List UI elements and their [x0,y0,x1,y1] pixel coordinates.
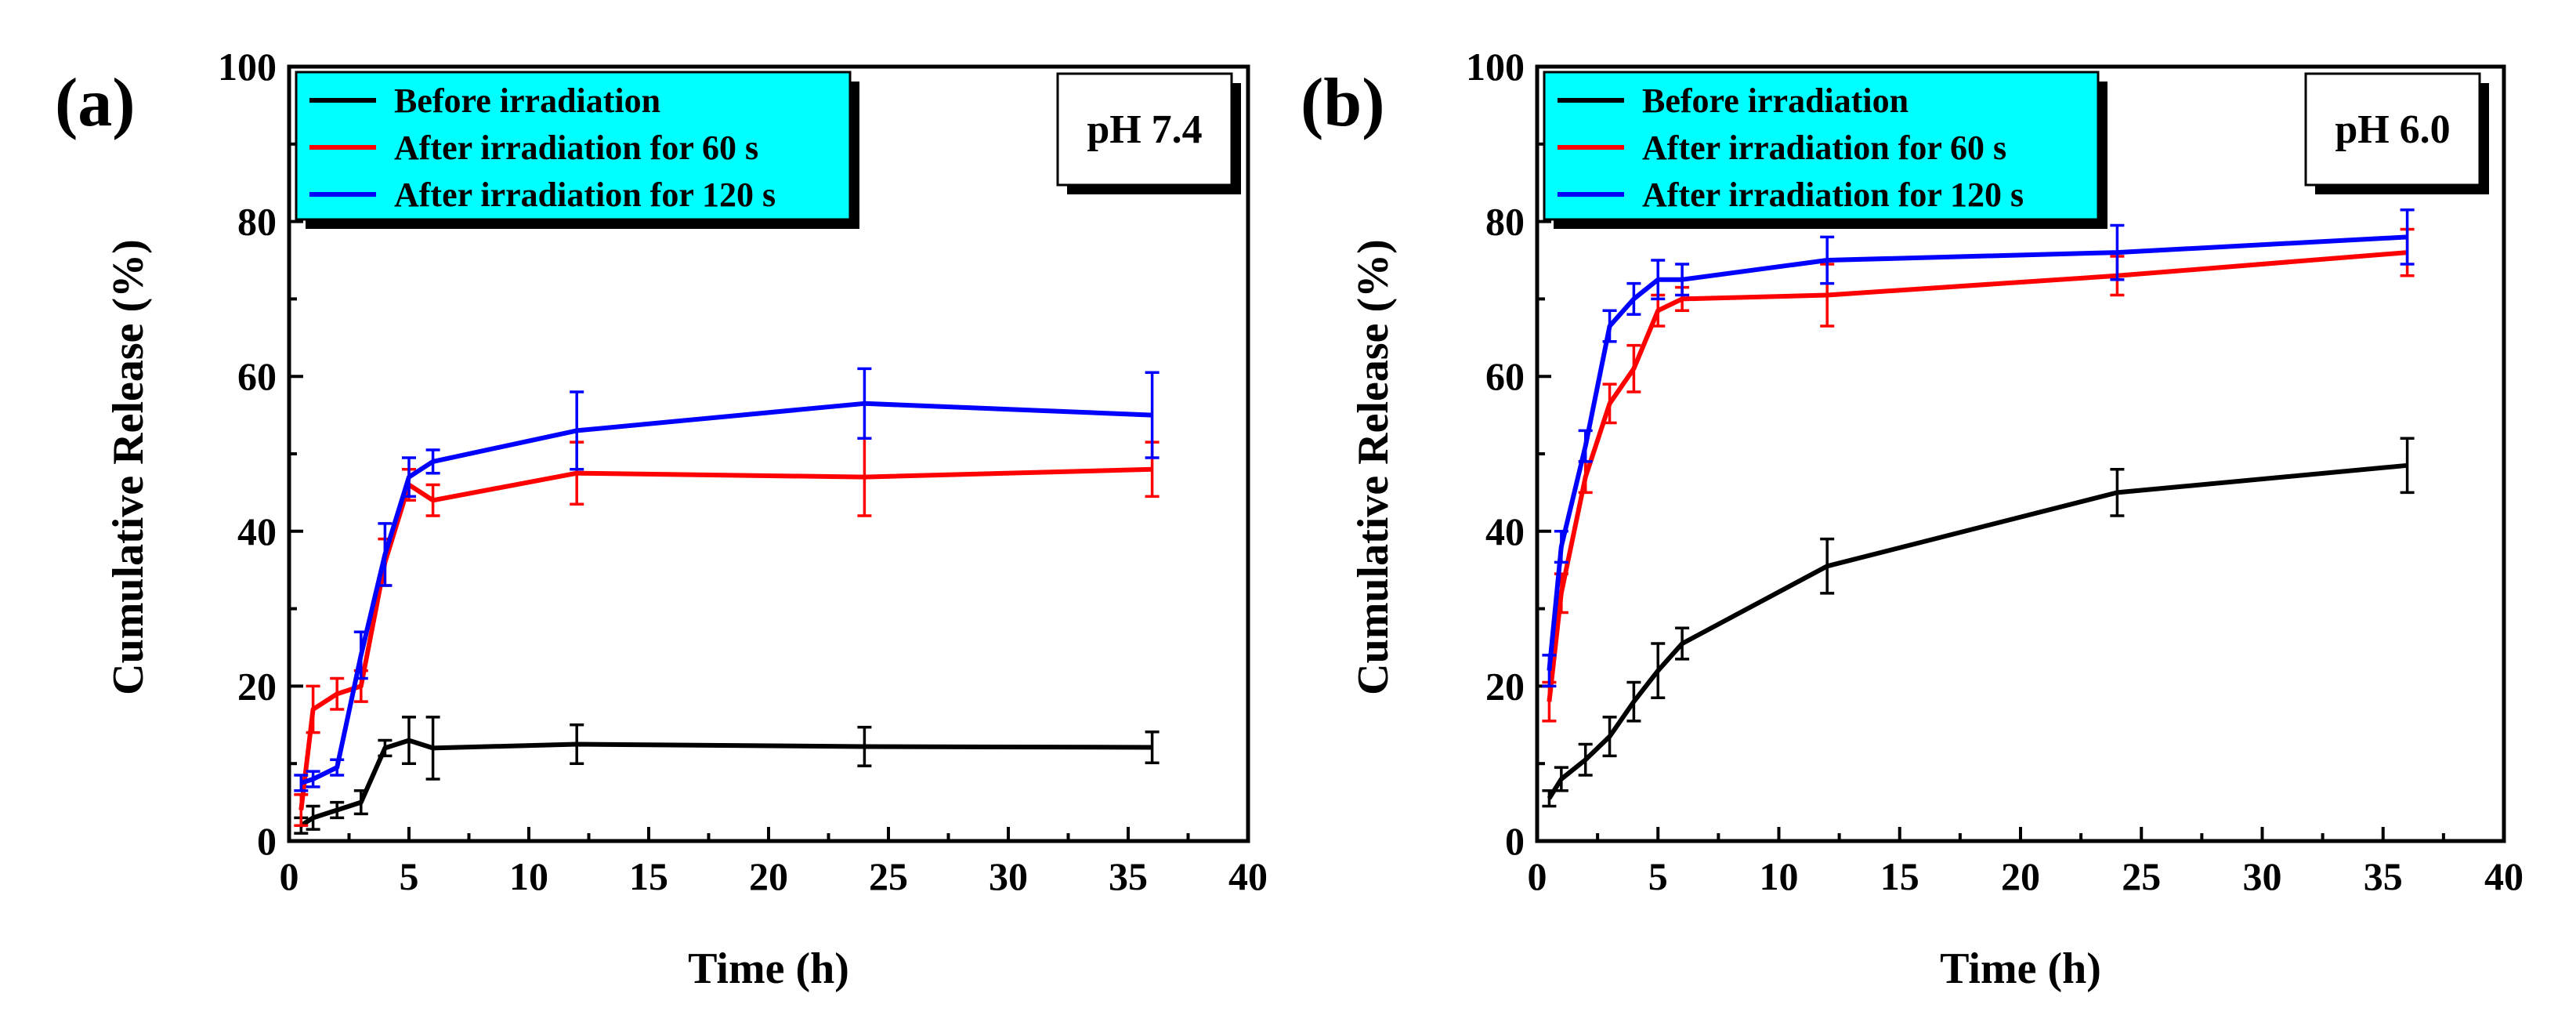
panel-label: (a) [55,65,136,141]
x-tick-label: 10 [509,854,548,898]
x-tick-label: 20 [2001,854,2040,898]
x-tick-label: 25 [2122,854,2161,898]
x-tick-label: 10 [1760,854,1799,898]
x-tick-label: 0 [1528,854,1547,898]
y-tick-label: 40 [1485,509,1525,553]
x-tick-label: 5 [400,854,419,898]
panel-a: (a) Cumulative Release (%) Time (h) 0 5 10… [55,45,1268,993]
x-tick-label: 35 [2364,854,2403,898]
legend-box [295,71,852,221]
y-tick-label: 0 [257,819,277,863]
x-tick-label: 40 [2484,854,2524,898]
legend-box [1543,71,2100,221]
y-tick-label: 80 [1485,200,1525,244]
condition-frame [2304,72,2481,187]
y-tick-label: 20 [237,664,277,708]
x-tick-label: 20 [749,854,788,898]
legend-label-120s: After irradiation for 120 s [1642,176,2024,214]
series-0 [1542,437,2415,808]
x-tick-label: 35 [1109,854,1148,898]
series-line [1547,462,2408,800]
x-tick-label: 15 [1880,854,1919,898]
x-tick-label: 25 [869,854,908,898]
condition-box: pH 6.0 [2304,72,2489,194]
y-tick-label: 60 [1485,354,1525,398]
series-group [294,367,1160,835]
x-tick-label: 15 [629,854,668,898]
x-tick-label: 40 [1228,854,1268,898]
series-line [299,738,1152,828]
series-line [1547,234,2408,671]
legend: Before irradiation After irradiation for… [1543,71,2107,229]
series-0 [294,716,1160,835]
x-tick-label: 30 [2243,854,2282,898]
series-line [298,466,1152,810]
series-group [1542,208,2415,808]
plot-frame [287,64,1250,843]
panel-label: (b) [1301,65,1385,141]
y-tick-label: 100 [218,45,277,89]
legend-label-before: Before irradiation [1642,82,1908,120]
series-2 [1542,208,2415,688]
series-2 [294,367,1160,792]
x-tick-label: 5 [1648,854,1668,898]
series-line [1547,250,2408,702]
y-tick-label: 100 [1466,45,1525,89]
x-axis-label: Time (h) [688,944,849,993]
x-tick-label: 0 [280,854,299,898]
legend-label-60s: After irradiation for 60 s [394,129,758,167]
y-axis-label: Cumulative Release (%) [1349,239,1398,695]
condition-box: pH 7.4 [1056,72,1241,194]
legend-label-120s: After irradiation for 120 s [394,176,776,214]
legend-label-60s: After irradiation for 60 s [1642,129,2006,167]
y-tick-label: 0 [1505,819,1525,863]
condition-frame [1056,72,1233,187]
y-tick-label: 20 [1485,664,1525,708]
legend: Before irradiation After irradiation for… [295,71,859,229]
plot-frame [1535,64,2506,843]
y-tick-label: 80 [237,200,277,244]
condition-label: pH 6.0 [2335,107,2450,152]
condition-label: pH 7.4 [1087,107,1202,152]
series-line [300,401,1152,785]
panel-b: (b) Cumulative Release (%) Time (h) 0 5 10… [1301,45,2524,993]
y-axis-label: Cumulative Release (%) [104,239,153,695]
legend-label-before: Before irradiation [394,82,660,120]
y-tick-label: 60 [237,354,277,398]
series-1 [294,437,1160,827]
axis-ticks: 0 5 10 15 20 25 30 35 40 0 20 40 60 80 100 [218,45,1268,898]
x-tick-label: 30 [989,854,1028,898]
x-axis-label: Time (h) [1940,944,2101,993]
y-tick-label: 40 [237,509,277,553]
